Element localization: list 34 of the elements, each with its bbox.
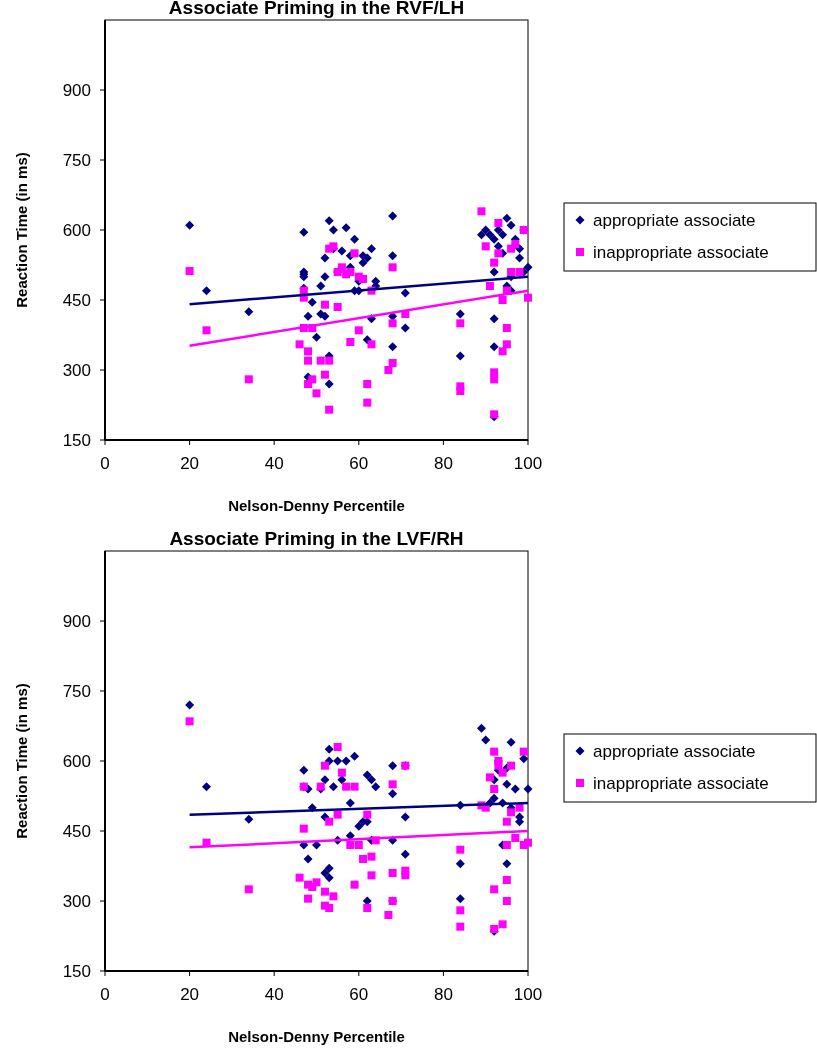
x-tick-label: 100 xyxy=(513,454,543,473)
x-tick-label: 60 xyxy=(349,985,369,1004)
x-axis-title: Nelson-Denny Percentile xyxy=(228,497,405,514)
x-tick-label: 100 xyxy=(513,985,543,1004)
y-tick-label: 450 xyxy=(62,821,91,841)
x-tick-label: 0 xyxy=(100,985,110,1004)
legend-label: inappropriate associate xyxy=(593,773,769,793)
x-tick-label: 20 xyxy=(180,454,200,473)
x-tick-label: 0 xyxy=(100,454,110,473)
y-tick-label: 450 xyxy=(62,290,91,310)
y-tick-label: 300 xyxy=(62,891,91,911)
chart-title: Associate Priming in the LVF/RH xyxy=(169,528,464,549)
y-axis-title: Reaction Time (in ms) xyxy=(13,683,30,839)
y-tick-label: 600 xyxy=(62,751,91,771)
y-tick-label: 150 xyxy=(62,430,91,450)
chart-title: Associate Priming in the RVF/LH xyxy=(168,0,465,18)
y-tick-label: 750 xyxy=(62,150,91,170)
y-tick-label: 750 xyxy=(62,681,91,701)
y-tick-label: 300 xyxy=(62,360,91,380)
legend-label: appropriate associate xyxy=(593,741,756,761)
x-tick-label: 80 xyxy=(433,985,453,1004)
legend-label: inappropriate associate xyxy=(593,242,769,262)
x-tick-label: 40 xyxy=(264,985,284,1004)
y-tick-label: 900 xyxy=(62,80,91,100)
x-axis-title: Nelson-Denny Percentile xyxy=(228,1028,405,1045)
y-tick-label: 600 xyxy=(62,220,91,240)
x-tick-label: 60 xyxy=(349,454,369,473)
x-tick-label: 40 xyxy=(264,454,284,473)
x-tick-label: 20 xyxy=(180,985,200,1004)
legend-label: appropriate associate xyxy=(593,210,756,230)
x-tick-label: 80 xyxy=(433,454,453,473)
y-tick-label: 150 xyxy=(62,961,91,981)
y-tick-label: 900 xyxy=(62,611,91,631)
y-axis-title: Reaction Time (in ms) xyxy=(13,152,30,308)
